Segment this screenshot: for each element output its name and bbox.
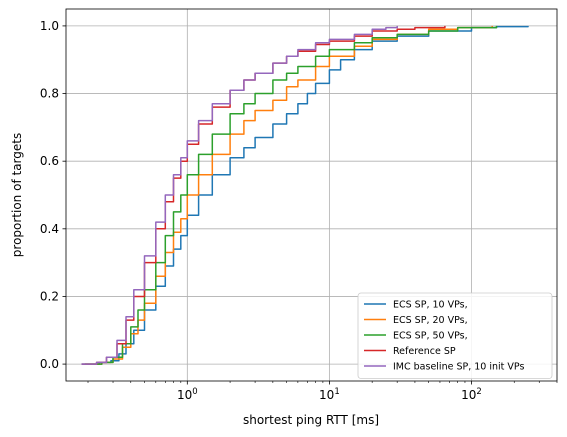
y-tick-label: 1.0 (40, 19, 59, 33)
x-tick-label: 101 (319, 387, 340, 402)
y-tick-label: 0.2 (40, 289, 59, 303)
legend-entry: Reference SP (393, 346, 456, 357)
y-tick-label: 0.6 (40, 154, 59, 168)
series-line (84, 25, 493, 365)
series-line (81, 25, 398, 365)
legend-entry: IMC baseline SP, 10 init VPs (393, 362, 524, 373)
y-axis: 0.0 0.2 0.4 0.6 0.8 1.0 (40, 19, 66, 371)
plot-frame (65, 8, 558, 382)
x-tick-label: 102 (461, 387, 482, 402)
legend-entry: ECS SP, 50 VPs, (393, 331, 468, 342)
legend-entry: ECS SP, 20 VPs, (393, 315, 468, 326)
x-axis-label: shortest ping RTT [ms] (243, 413, 379, 427)
legend-box (357, 292, 553, 379)
series-line (84, 25, 498, 365)
y-tick-label: 0.0 (40, 357, 59, 371)
x-axis: 100 101 102 (87, 381, 558, 402)
y-tick-label: 0.4 (40, 222, 59, 236)
y-axis-label: proportion of targets (10, 133, 24, 257)
series-lines (81, 25, 529, 365)
x-tick-label: 100 (177, 387, 198, 402)
y-tick-label: 0.8 (40, 87, 59, 101)
legend: ECS SP, 10 VPs, ECS SP, 20 VPs, ECS SP, 50… (357, 292, 553, 379)
legend-entry: ECS SP, 10 VPs, (393, 300, 468, 311)
